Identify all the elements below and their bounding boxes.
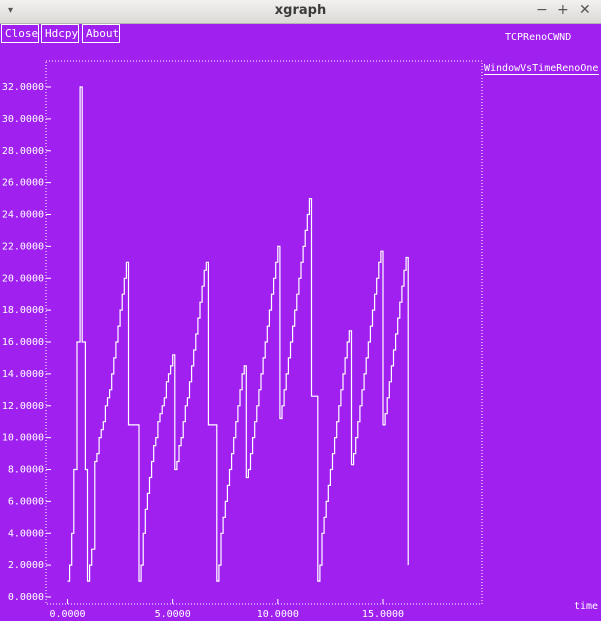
series-line-cwnd <box>67 86 409 582</box>
plot-frame <box>45 60 483 605</box>
y-tick-label: 24.0000 <box>2 210 44 221</box>
y-tick-label: 30.0000 <box>2 114 44 125</box>
y-tick-label: 0.0000 <box>8 592 44 603</box>
x-tick-label: 10.0000 <box>257 609 299 620</box>
x-tick-label: 5.0000 <box>155 609 191 620</box>
x-axis-unit-label: time <box>574 601 599 612</box>
y-tick-label: 8.0000 <box>8 465 44 476</box>
y-tick-label: 20.0000 <box>2 273 44 284</box>
y-tick-label: 16.0000 <box>2 337 44 348</box>
legend-line <box>484 74 599 75</box>
close-icon[interactable]: ✕ <box>579 2 591 18</box>
y-tick-label: 4.0000 <box>8 528 44 539</box>
y-tick-label: 32.0000 <box>2 82 44 93</box>
about-button[interactable]: About <box>82 24 120 43</box>
y-tick-label: 22.0000 <box>2 241 44 252</box>
close-button[interactable]: Close <box>1 24 39 43</box>
window-title: xgraph <box>274 3 327 18</box>
x-tick-label: 0.0000 <box>49 609 85 620</box>
hdcpy-button[interactable]: Hdcpy <box>41 24 79 43</box>
y-tick-label: 14.0000 <box>2 369 44 380</box>
maximize-icon[interactable]: + <box>557 2 569 18</box>
legend-label: WindowVsTimeRenoOne <box>484 63 599 74</box>
window-titlebar[interactable]: ▾ xgraph − + ✕ <box>0 0 601 24</box>
window-menu-icon[interactable]: ▾ <box>8 5 14 16</box>
y-tick-label: 26.0000 <box>2 178 44 189</box>
y-tick-label: 28.0000 <box>2 146 44 157</box>
x-tick-label: 15.0000 <box>362 609 404 620</box>
y-tick-label: 6.0000 <box>8 496 44 507</box>
y-tick-label: 12.0000 <box>2 401 44 412</box>
y-tick-label: 10.0000 <box>2 433 44 444</box>
y-tick-label: 2.0000 <box>8 560 44 571</box>
y-tick-label: 18.0000 <box>2 305 44 316</box>
graph-title: TCPRenoCWND <box>505 32 572 43</box>
minimize-icon[interactable]: − <box>536 2 548 18</box>
